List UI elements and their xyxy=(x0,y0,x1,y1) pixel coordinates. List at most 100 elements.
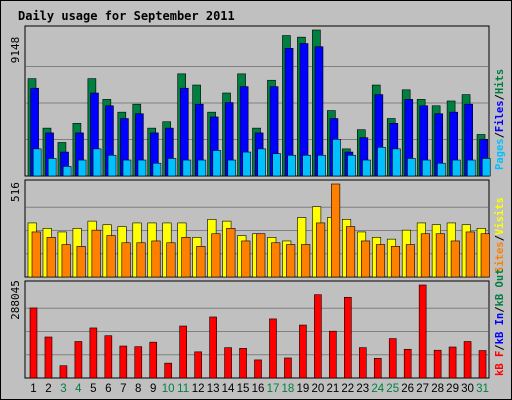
kbytes-bar xyxy=(314,294,322,379)
day-label: 24 xyxy=(371,383,384,395)
day-label: 2 xyxy=(45,383,51,395)
legend-sep: / xyxy=(494,344,506,350)
kbytes-bar xyxy=(418,284,427,379)
day-label: 25 xyxy=(386,383,399,395)
pages-bar xyxy=(137,159,147,177)
sites-bar xyxy=(121,242,131,278)
sites-bar xyxy=(31,231,41,278)
sites-bar xyxy=(331,183,341,278)
pages-bar xyxy=(77,159,87,177)
visits-ymax-label: 516 xyxy=(9,182,22,202)
sites-bar xyxy=(226,228,236,278)
sites-bar xyxy=(271,242,281,278)
day-label: 5 xyxy=(90,383,96,395)
pages-bar xyxy=(212,150,222,177)
sites-bar xyxy=(420,233,430,278)
pages-bar xyxy=(92,148,102,177)
legend-sep: / xyxy=(494,132,506,138)
legend-sep: / xyxy=(494,235,506,241)
pages-bar xyxy=(257,148,267,177)
kbytes-bar xyxy=(59,365,68,379)
day-label: 18 xyxy=(282,383,295,395)
day-label: 10 xyxy=(162,383,175,395)
day-label: 27 xyxy=(416,383,429,395)
day-label: 9 xyxy=(150,383,156,395)
pages-bar xyxy=(242,151,252,177)
kbytes-bar xyxy=(179,325,187,379)
kbytes-bar xyxy=(209,316,217,379)
pages-bar xyxy=(62,166,72,177)
pages-bar xyxy=(422,159,431,177)
sites-bar xyxy=(181,237,191,278)
sites-bar xyxy=(106,235,116,278)
kbytes-bar xyxy=(299,324,307,379)
day-label: 14 xyxy=(222,383,235,395)
sites-bar xyxy=(301,244,311,278)
kbytes-bar xyxy=(149,341,158,379)
day-label: 1 xyxy=(30,383,36,395)
pages-bar xyxy=(197,159,207,177)
day-label: 13 xyxy=(207,383,220,395)
pages-bar xyxy=(437,162,446,177)
legend-hits: Hits xyxy=(494,69,506,94)
day-label: 7 xyxy=(120,383,126,395)
sites-bar xyxy=(241,240,251,278)
pages-bar xyxy=(272,153,281,177)
sites-bar xyxy=(61,244,71,278)
pages-bar xyxy=(287,154,296,177)
sites-bar xyxy=(375,244,386,278)
sites-bar xyxy=(450,240,460,278)
sites-bar xyxy=(166,242,176,278)
pages-bar xyxy=(407,158,416,177)
legend-kb-f: kB F xyxy=(494,351,506,376)
kbytes-bar xyxy=(269,318,277,379)
kbytes-bar xyxy=(448,346,457,379)
day-label: 12 xyxy=(192,383,205,395)
pages-bar xyxy=(122,159,132,177)
sites-bar xyxy=(465,231,475,278)
kbytes-bar xyxy=(358,347,367,379)
kbytes-bar xyxy=(478,350,487,379)
sites-bar xyxy=(76,246,86,278)
pages-bar xyxy=(107,154,117,177)
kbytes-bar xyxy=(89,327,98,379)
pages-bar xyxy=(302,154,311,177)
legend-sep: / xyxy=(494,94,506,100)
day-label: 28 xyxy=(431,383,444,395)
day-label: 15 xyxy=(237,383,250,395)
legend-visits-sites: Sites/Visits xyxy=(494,197,506,273)
kbytes-bar xyxy=(134,346,143,379)
pages-bar xyxy=(347,154,356,177)
kbytes-bar xyxy=(284,357,292,379)
day-label: 31 xyxy=(476,383,489,395)
legend-hits-files-pages: Pages/Files/Hits xyxy=(494,69,506,170)
kbytes-bar xyxy=(373,358,382,379)
sites-bar xyxy=(211,233,221,278)
day-label: 17 xyxy=(267,383,280,395)
day-label: 11 xyxy=(177,383,189,395)
kbytes-panel xyxy=(24,280,490,379)
day-label: 23 xyxy=(356,383,369,395)
pages-bar xyxy=(152,162,162,177)
sites-bar xyxy=(256,233,266,278)
sites-bar xyxy=(286,244,296,278)
pages-bar xyxy=(466,159,476,177)
pages-bar xyxy=(451,159,461,177)
legend-files: Files xyxy=(494,100,506,132)
day-label: 16 xyxy=(252,383,265,395)
kbytes-bar xyxy=(164,362,173,379)
sites-bar xyxy=(480,233,490,278)
day-label: 3 xyxy=(60,383,66,395)
kbytes-ymax-label: 288045 xyxy=(9,280,22,320)
legend-sites: Sites xyxy=(494,241,506,273)
pages-bar xyxy=(362,159,371,177)
day-label: 26 xyxy=(401,383,414,395)
pages-bar xyxy=(227,159,237,177)
chart-title: Daily usage for September 2011 xyxy=(18,9,235,23)
kbytes-bar xyxy=(239,347,247,379)
pages-bar xyxy=(32,148,42,177)
legend-kbytes: kB F/kB In/kB Out xyxy=(494,269,506,377)
sites-bar xyxy=(346,226,356,278)
kbytes-bar xyxy=(329,330,337,379)
visits-sites-panel xyxy=(24,179,490,278)
